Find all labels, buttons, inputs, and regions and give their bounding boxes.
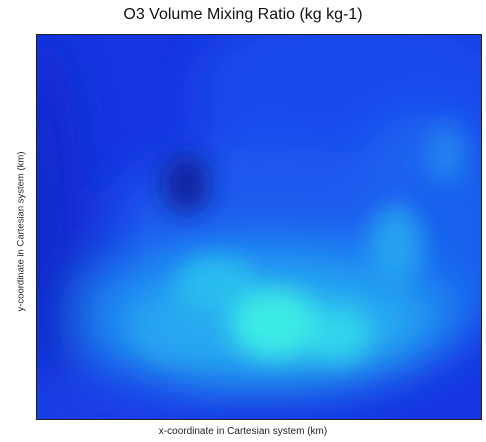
heatmap-peak-5 [136, 309, 216, 359]
heatmap-field-left-edge [36, 34, 86, 420]
heatmap-field-bottom-left [36, 364, 216, 420]
x-axis-label: x-coordinate in Cartesian system (km) [158, 426, 328, 437]
heatmap-dark-spot [162, 154, 210, 214]
heatmap-plot-area [36, 34, 482, 420]
plot-frame [36, 34, 482, 420]
heatmap-peak-3 [176, 256, 256, 312]
y-axis-label: y-coordinate in Cartesian system (km) [15, 151, 27, 312]
heatmap-peak-2 [301, 306, 371, 362]
heatmap-peak-6 [426, 124, 466, 184]
chart-title: O3 Volume Mixing Ratio (kg kg-1) [123, 6, 363, 23]
heatmap-peak-1 [231, 289, 321, 359]
heatmap-peak-4 [368, 204, 424, 284]
